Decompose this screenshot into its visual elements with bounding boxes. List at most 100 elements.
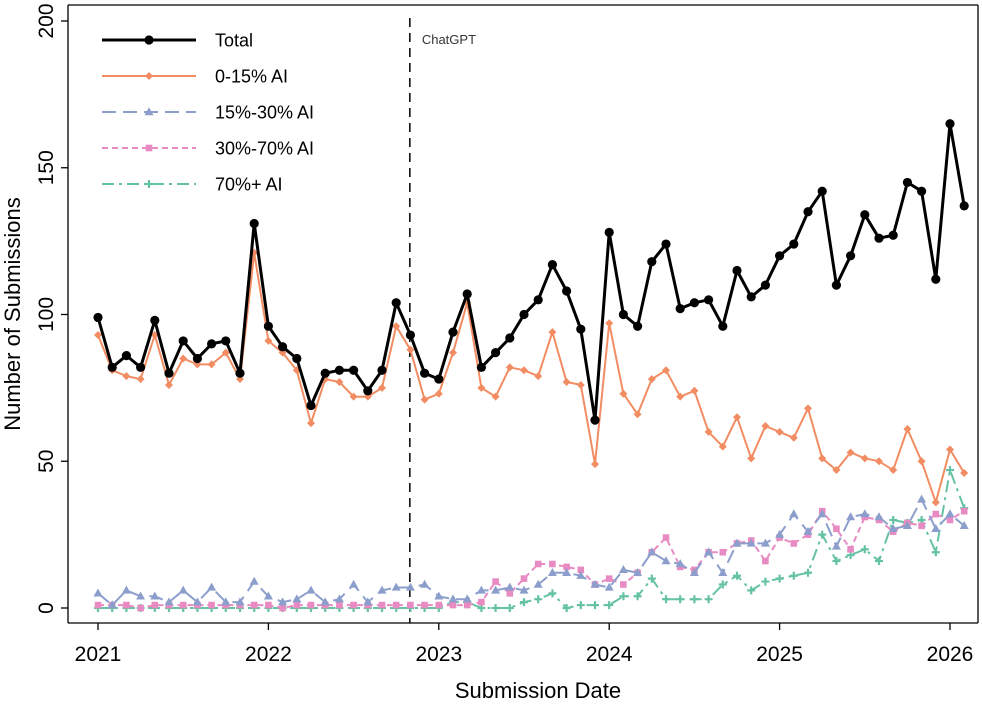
data-point: [349, 392, 358, 401]
data-point: [94, 331, 102, 340]
data-point: [93, 588, 103, 597]
data-point: [123, 601, 130, 609]
data-point: [747, 586, 756, 595]
data-point: [946, 445, 954, 454]
data-point: [832, 557, 841, 566]
data-point: [207, 360, 216, 369]
data-point: [803, 207, 813, 217]
data-point: [434, 389, 443, 398]
data-point: [931, 548, 940, 557]
data-point: [505, 363, 514, 372]
data-point: [704, 595, 713, 604]
legend-item: Total: [102, 31, 253, 51]
data-point: [633, 410, 642, 419]
data-point: [662, 595, 670, 604]
chatgpt-label: ChatGPT: [422, 32, 476, 47]
data-point: [789, 509, 799, 518]
data-point: [747, 454, 756, 463]
data-point: [918, 522, 925, 530]
data-point: [931, 523, 941, 532]
data-point: [889, 466, 898, 475]
data-point: [675, 559, 685, 568]
y-tick-label: 100: [35, 297, 58, 332]
data-point: [334, 365, 344, 375]
data-point: [519, 585, 529, 594]
data-point: [491, 585, 501, 594]
data-point: [306, 400, 316, 411]
data-point: [520, 366, 528, 375]
x-tick-label: 2024: [586, 643, 633, 666]
data-point: [590, 579, 600, 588]
data-point: [407, 601, 414, 609]
data-point: [789, 571, 798, 580]
y-tick-label: 200: [35, 3, 58, 38]
data-point: [675, 304, 685, 314]
x-axis-ticks: 2021 2022 2023 2024 2025 2026: [75, 623, 973, 666]
data-point: [959, 201, 969, 211]
legend-item: 0-15% AI: [102, 67, 288, 87]
data-point: [718, 567, 728, 576]
data-point: [121, 350, 131, 361]
data-point: [775, 574, 784, 583]
data-point: [960, 507, 968, 515]
legend-label: 70%+ AI: [215, 175, 283, 195]
legend-item: 30%-70% AI: [102, 139, 314, 159]
data-point: [378, 383, 386, 392]
data-point: [860, 210, 870, 220]
series-total: [93, 119, 969, 425]
data-point: [292, 353, 302, 364]
data-point: [804, 568, 812, 577]
data-point: [406, 345, 415, 354]
data-point: [335, 378, 344, 387]
data-point: [874, 512, 884, 521]
data-point: [491, 604, 500, 612]
series-layer: [93, 119, 969, 612]
data-point: [179, 601, 187, 609]
data-point: [619, 389, 628, 398]
data-point: [476, 362, 486, 372]
data-point: [136, 375, 145, 384]
legend: Total 0-15% AI 15%-30% AI 30%-70% AI 70%+ AI: [102, 31, 314, 195]
data-point: [619, 592, 628, 601]
data-point: [718, 321, 728, 331]
data-point: [577, 566, 585, 574]
data-point: [208, 601, 215, 609]
data-point: [107, 362, 117, 372]
data-point: [817, 186, 827, 196]
data-point: [547, 260, 558, 270]
data-point: [420, 395, 429, 404]
data-point: [732, 265, 742, 276]
data-point: [178, 336, 188, 346]
data-point: [122, 372, 131, 381]
data-point: [93, 312, 103, 323]
data-point: [761, 422, 770, 431]
data-point: [874, 233, 884, 243]
data-point: [178, 585, 188, 594]
data-point: [832, 466, 841, 475]
data-point: [420, 579, 430, 588]
data-point: [278, 597, 288, 606]
legend-label: Total: [215, 31, 253, 51]
data-point: [704, 427, 713, 436]
data-point: [520, 575, 528, 582]
data-point: [179, 354, 188, 363]
data-point: [349, 365, 359, 375]
data-point: [263, 321, 273, 331]
data-point: [549, 560, 556, 568]
data-point: [633, 567, 643, 576]
data-point: [733, 413, 741, 422]
data-point: [150, 591, 160, 600]
y-tick-label: 0: [35, 602, 58, 614]
data-point: [562, 286, 572, 296]
data-point: [278, 342, 288, 352]
data-point: [462, 289, 472, 299]
data-point: [803, 526, 813, 535]
data-point: [421, 601, 428, 609]
data-point: [562, 378, 571, 387]
data-point: [576, 570, 586, 579]
data-point: [789, 239, 799, 249]
data-point: [235, 597, 245, 606]
data-point: [350, 601, 357, 609]
data-point: [192, 597, 202, 606]
legend-label: 0-15% AI: [215, 67, 288, 87]
